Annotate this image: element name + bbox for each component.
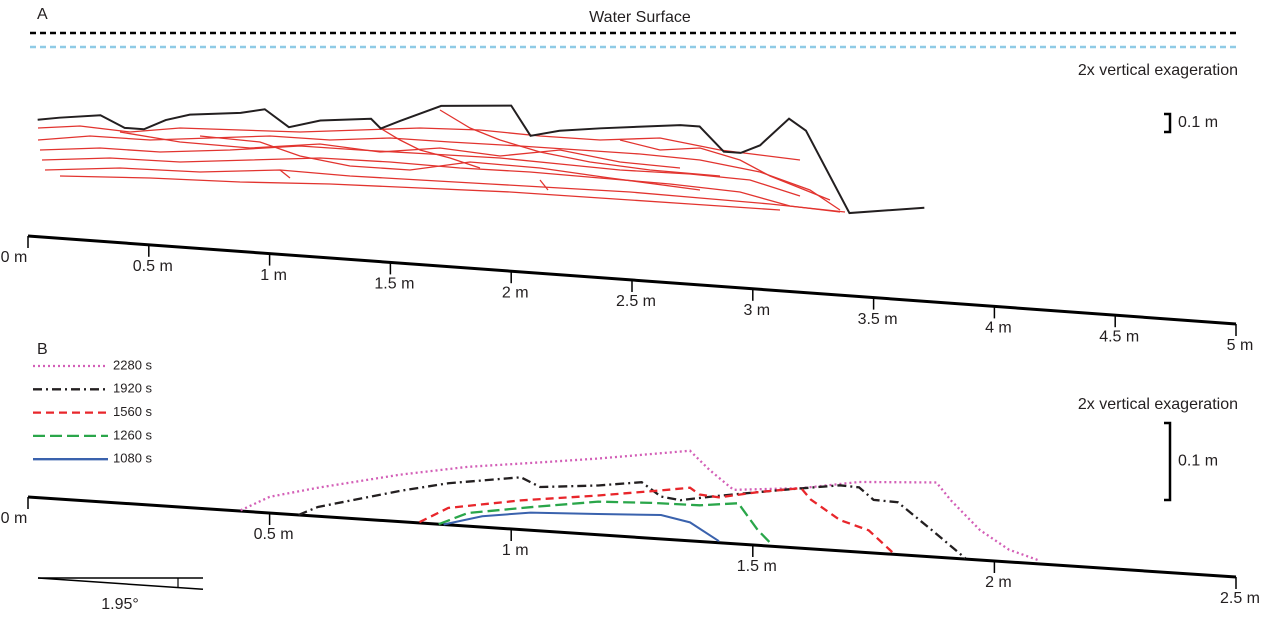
x-axis xyxy=(27,495,1237,579)
annotation: Water Surface xyxy=(589,9,691,26)
profile-line xyxy=(298,476,967,560)
panel-label: A xyxy=(37,6,48,23)
slope-label: 1.95° xyxy=(101,596,139,613)
x-tick-label: 2.5 m xyxy=(1220,590,1260,607)
legend-label: 1560 s xyxy=(113,404,153,419)
scale-bar-label: 0.1 m xyxy=(1178,114,1218,131)
strata xyxy=(37,109,846,213)
x-tick-label: 2.5 m xyxy=(616,293,656,310)
profile-line xyxy=(240,449,1039,562)
x-tick-label: 0 m xyxy=(1,510,28,527)
x-tick-label: 1 m xyxy=(260,267,287,284)
scale-bar xyxy=(1164,421,1172,502)
x-tick-label: 3.5 m xyxy=(858,311,898,328)
x-tick-label: 1.5 m xyxy=(374,276,414,293)
x-tick-label: 0.5 m xyxy=(254,526,294,543)
x-tick-label: 0 m xyxy=(1,249,28,266)
profile-line xyxy=(443,511,720,543)
note: 2x vertical exageration xyxy=(1078,396,1238,413)
x-tick-label: 2 m xyxy=(985,574,1012,591)
x-tick-label: 5 m xyxy=(1227,337,1254,354)
slope-line xyxy=(37,577,204,590)
legend-label: 1080 s xyxy=(113,451,153,466)
x-tick-label: 3 m xyxy=(743,302,770,319)
note: 2x vertical exageration xyxy=(1078,62,1238,79)
panel-label: B xyxy=(37,341,48,358)
profile-line xyxy=(37,104,925,215)
scale-bar-label: 0.1 m xyxy=(1178,453,1218,470)
x-tick-label: 1.5 m xyxy=(737,558,777,575)
scale-bar xyxy=(1164,112,1172,134)
legend-label: 1920 s xyxy=(113,381,153,396)
legend-label: 1260 s xyxy=(113,427,153,442)
profile-line xyxy=(418,486,894,554)
x-tick-label: 2 m xyxy=(502,284,529,301)
x-tick-label: 1 m xyxy=(502,542,529,559)
x-tick-label: 0.5 m xyxy=(133,258,173,275)
profile-line xyxy=(438,500,773,546)
x-tick-label: 4.5 m xyxy=(1099,328,1139,345)
legend-label: 2280 s xyxy=(113,357,153,372)
x-tick-label: 4 m xyxy=(985,320,1012,337)
